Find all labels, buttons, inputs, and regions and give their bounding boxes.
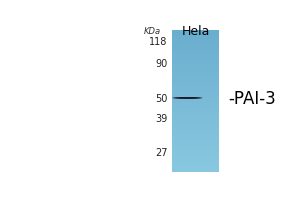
Text: 90: 90 xyxy=(155,59,168,69)
Text: 39: 39 xyxy=(155,114,168,124)
Text: 118: 118 xyxy=(149,37,168,47)
Ellipse shape xyxy=(172,97,202,99)
Ellipse shape xyxy=(181,97,194,98)
Text: KDa: KDa xyxy=(144,27,161,36)
Ellipse shape xyxy=(175,97,200,99)
Text: 50: 50 xyxy=(155,94,168,104)
Text: 27: 27 xyxy=(155,148,168,158)
Ellipse shape xyxy=(178,97,197,99)
Text: -PAI-3: -PAI-3 xyxy=(228,90,276,108)
Text: Hela: Hela xyxy=(182,25,210,38)
